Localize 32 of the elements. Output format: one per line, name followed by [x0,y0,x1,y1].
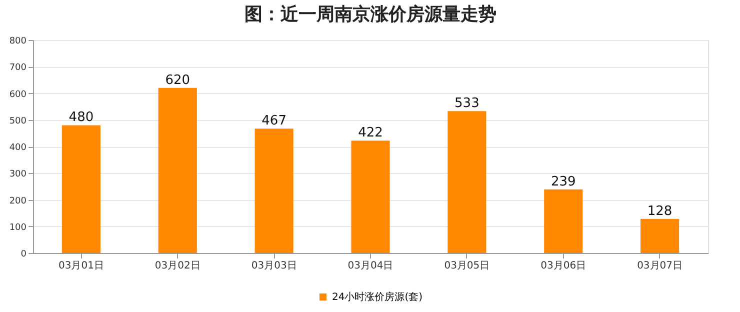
data-label: 620 [165,72,190,88]
x-tick-label: 03月03日 [251,260,297,272]
y-tick-label: 300 [9,170,27,180]
data-label: 422 [358,126,383,141]
bar [544,189,583,253]
bar [351,140,390,253]
x-tick-label: 03月05日 [444,260,490,272]
y-tick-label: 200 [9,196,27,206]
y-tick-label: 800 [9,36,27,46]
x-tick-label: 03月02日 [154,260,200,272]
bar [158,88,197,253]
x-tick-label: 03月01日 [58,260,104,272]
x-tick-label: 03月07日 [637,260,683,272]
chart-title: 图：近一周南京涨价房源量走势 [244,4,496,25]
y-tick-label: 100 [9,222,27,233]
y-tick-label: 700 [9,63,27,74]
data-label: 533 [454,96,480,112]
legend-label: 24小时涨价房源(套) [332,291,423,303]
bar [62,125,100,253]
data-label: 467 [262,114,286,129]
y-tick-label: 600 [9,90,27,100]
y-tick-label: 400 [9,143,27,153]
bar [448,111,486,253]
y-tick-label: 500 [9,116,27,126]
x-tick-label: 03月06日 [540,260,586,272]
data-label: 128 [647,204,672,219]
y-tick-label: 0 [20,250,27,260]
bar [254,128,294,253]
bar [640,218,680,253]
data-label: 480 [68,110,94,126]
x-tick-label: 03月04日 [348,260,394,272]
data-label: 239 [550,174,576,190]
